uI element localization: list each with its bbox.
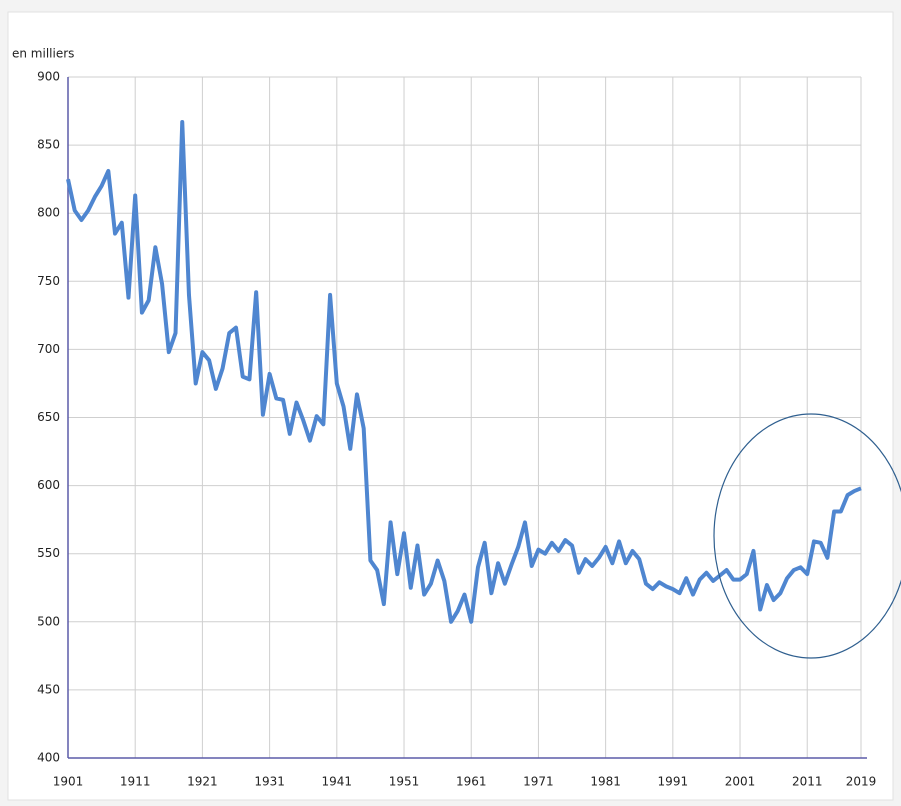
x-tick-label: 2001 <box>725 775 756 789</box>
panel <box>7 11 894 801</box>
y-tick-label: 450 <box>37 682 60 696</box>
x-tick-label: 1911 <box>120 775 151 789</box>
y-tick-label: 850 <box>37 138 60 152</box>
x-tick-label: 1941 <box>322 775 353 789</box>
y-tick-label: 500 <box>37 614 60 628</box>
y-tick-label: 700 <box>37 342 60 356</box>
x-tick-label: 2011 <box>792 775 823 789</box>
y-tick-label: 550 <box>37 546 60 560</box>
y-tick-label: 750 <box>37 274 60 288</box>
y-tick-label: 600 <box>37 478 60 492</box>
x-tick-label: 1981 <box>590 775 621 789</box>
x-tick-label: 2019 <box>846 775 877 789</box>
x-tick-label: 1991 <box>658 775 689 789</box>
highlight-ellipse <box>713 413 901 659</box>
y-axis-label: en milliers <box>12 47 74 61</box>
x-tick-label: 1901 <box>53 775 84 789</box>
x-tick-label: 1951 <box>389 775 420 789</box>
y-tick-label: 800 <box>37 206 60 220</box>
y-tick-label: 400 <box>37 751 60 765</box>
x-tick-label: 1971 <box>523 775 554 789</box>
y-tick-label: 900 <box>37 70 60 84</box>
data-line <box>66 119 862 624</box>
x-tick-label: 1931 <box>254 775 285 789</box>
x-tick-label: 1961 <box>456 775 487 789</box>
y-tick-label: 650 <box>37 410 60 424</box>
x-tick-label: 1921 <box>187 775 218 789</box>
